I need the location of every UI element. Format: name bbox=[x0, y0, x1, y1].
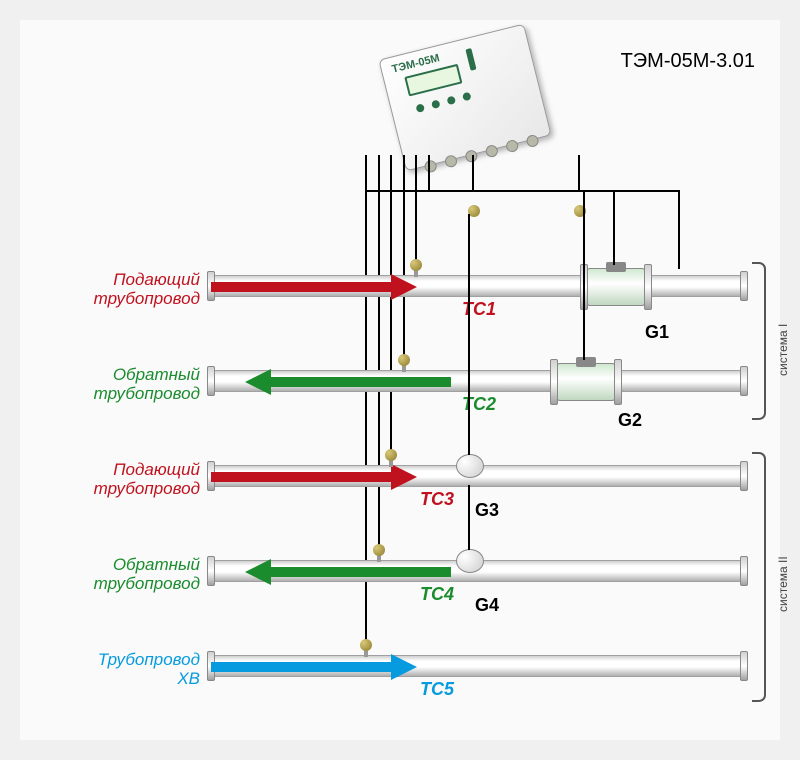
wire-rail-right bbox=[678, 190, 680, 269]
flow-arrow bbox=[211, 662, 391, 672]
device-hinge bbox=[465, 48, 476, 71]
wire-vertical bbox=[390, 155, 392, 458]
pipe-flange bbox=[740, 651, 748, 681]
wire-g2 bbox=[583, 190, 585, 360]
pipe bbox=[210, 370, 745, 392]
water-meter bbox=[456, 549, 484, 573]
heat-meter-device: ТЭМ-05М bbox=[378, 24, 551, 172]
g-label: G1 bbox=[645, 322, 669, 343]
wire-rail bbox=[365, 190, 680, 192]
temperature-sensor-icon bbox=[410, 259, 422, 271]
flow-arrow bbox=[271, 377, 451, 387]
pipe bbox=[210, 655, 745, 677]
system-label: система I bbox=[776, 324, 790, 376]
pipe-label: Обратныйтрубопровод bbox=[30, 556, 200, 593]
flow-meter bbox=[586, 268, 646, 306]
system-brace bbox=[752, 262, 766, 420]
pipe-label: Обратныйтрубопровод bbox=[30, 366, 200, 403]
temperature-sensor-icon bbox=[385, 449, 397, 461]
g-label: G3 bbox=[475, 500, 499, 521]
wire-g1 bbox=[613, 190, 615, 265]
flow-arrow bbox=[211, 472, 391, 482]
wire-vertical bbox=[578, 155, 580, 190]
g-label: G4 bbox=[475, 595, 499, 616]
wire-vertical bbox=[403, 155, 405, 363]
pipe-flange bbox=[740, 556, 748, 586]
flow-meter bbox=[556, 363, 616, 401]
wire-vertical bbox=[415, 155, 417, 268]
pipe bbox=[210, 275, 745, 297]
arrow-head-icon bbox=[391, 654, 417, 680]
wire-g3 bbox=[468, 214, 470, 455]
arrow-head-icon bbox=[245, 559, 271, 585]
temperature-sensor-icon bbox=[360, 639, 372, 651]
pipe-label: ТрубопроводХВ bbox=[30, 651, 200, 688]
device-cable-ports bbox=[423, 134, 539, 174]
tc-label: ТС4 bbox=[420, 584, 454, 605]
wire-g4 bbox=[468, 485, 470, 550]
pipe-label: Подающийтрубопровод bbox=[30, 461, 200, 498]
pipe-flange bbox=[740, 271, 748, 301]
device-body: ТЭМ-05М bbox=[378, 24, 551, 172]
pipe-label: Подающийтрубопровод bbox=[30, 271, 200, 308]
arrow-head-icon bbox=[391, 274, 417, 300]
water-meter bbox=[456, 454, 484, 478]
arrow-head-icon bbox=[391, 464, 417, 490]
tc-label: ТС5 bbox=[420, 679, 454, 700]
pipe bbox=[210, 465, 745, 487]
pipe-flange bbox=[207, 366, 215, 396]
pipe bbox=[210, 560, 745, 582]
arrow-head-icon bbox=[245, 369, 271, 395]
temperature-sensor-icon bbox=[398, 354, 410, 366]
pipe-flange bbox=[207, 556, 215, 586]
temperature-sensor-icon bbox=[373, 544, 385, 556]
system-label: система II bbox=[776, 556, 790, 612]
tc-label: ТС3 bbox=[420, 489, 454, 510]
device-model-title: ТЭМ-05М-3.01 bbox=[550, 50, 755, 73]
wire-vertical bbox=[472, 155, 474, 190]
system-brace bbox=[752, 452, 766, 702]
wire-vertical bbox=[378, 155, 380, 553]
diagram-container: ТЭМ-05М ТЭМ-05М-3.01 Подающийтрубопровод… bbox=[20, 20, 780, 740]
device-buttons bbox=[415, 92, 471, 113]
pipe-flange bbox=[740, 461, 748, 491]
wire-vertical bbox=[428, 155, 430, 190]
g-label: G2 bbox=[618, 410, 642, 431]
flow-arrow bbox=[211, 282, 391, 292]
flow-arrow bbox=[271, 567, 451, 577]
pipe-flange bbox=[740, 366, 748, 396]
